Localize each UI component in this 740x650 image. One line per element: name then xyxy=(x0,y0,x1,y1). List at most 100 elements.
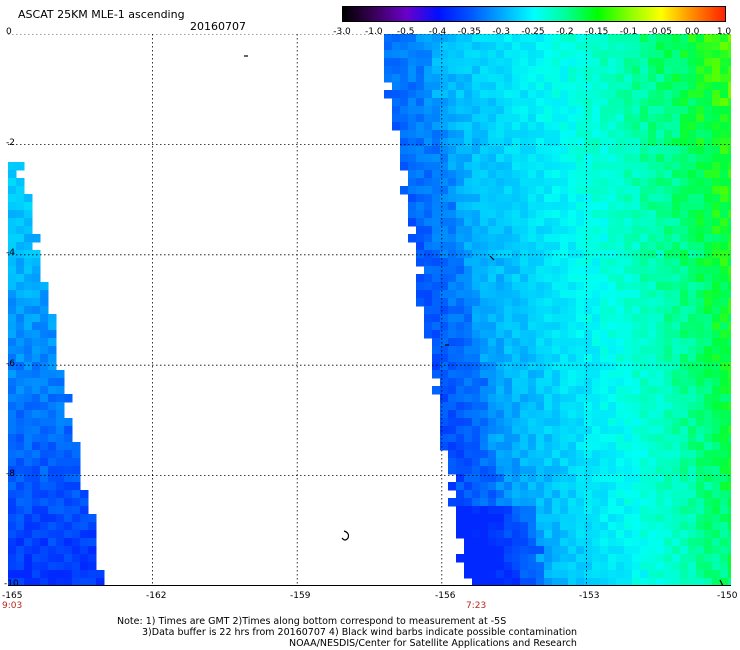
swath-cell xyxy=(504,250,513,259)
swath-cell xyxy=(448,50,457,59)
swath-cell xyxy=(8,274,17,283)
swath-cell xyxy=(496,562,505,571)
swath-cell xyxy=(624,394,633,403)
swath-cell xyxy=(688,474,697,483)
swath-cell xyxy=(656,322,665,331)
swath-cell xyxy=(16,258,25,267)
swath-cell xyxy=(528,290,537,299)
swath-cell xyxy=(528,58,537,67)
swath-cell xyxy=(640,138,649,147)
swath-cell xyxy=(696,82,705,91)
swath-cell xyxy=(664,322,673,331)
swath-cell xyxy=(664,250,673,259)
swath-cell xyxy=(32,570,41,579)
swath-cell xyxy=(616,306,625,315)
swath-cell xyxy=(456,210,465,219)
swath-cell xyxy=(712,562,721,571)
swath-cell xyxy=(640,106,649,115)
swath-cell xyxy=(624,314,633,323)
swath-cell xyxy=(576,106,585,115)
swath-cell xyxy=(552,306,561,315)
swath-cell xyxy=(680,170,689,179)
swath-cell xyxy=(480,162,489,171)
swath-cell xyxy=(680,562,689,571)
swath-cell xyxy=(440,386,449,395)
swath-cell xyxy=(648,266,657,275)
swath-cell xyxy=(720,122,729,131)
swath-cell xyxy=(704,378,713,387)
swath-cell xyxy=(728,106,731,115)
swath-cell xyxy=(416,186,425,195)
swath-cell xyxy=(480,402,489,411)
swath-cell xyxy=(576,394,585,403)
swath-cell xyxy=(488,370,497,379)
swath-cell xyxy=(600,378,609,387)
swath-cell xyxy=(568,250,577,259)
swath-cell xyxy=(664,290,673,299)
swath-cell xyxy=(416,298,425,307)
swath-cell xyxy=(472,530,481,539)
swath-cell xyxy=(496,98,505,107)
swath-cell xyxy=(552,442,561,451)
swath-cell xyxy=(704,322,713,331)
swath-cell xyxy=(720,306,729,315)
swath-cell xyxy=(472,578,481,586)
swath-cell xyxy=(448,242,457,251)
swath-cell xyxy=(576,138,585,147)
swath-cell xyxy=(728,98,731,107)
swath-cell xyxy=(712,434,721,443)
swath-cell xyxy=(584,330,593,339)
swath-cell xyxy=(720,194,729,203)
swath-cell xyxy=(400,42,409,51)
swath-cell xyxy=(424,298,433,307)
swath-cell xyxy=(624,34,633,43)
swath-cell xyxy=(576,546,585,555)
swath-cell xyxy=(680,530,689,539)
swath-cell xyxy=(608,354,617,363)
swath-cell xyxy=(48,402,57,411)
swath-cell xyxy=(584,258,593,267)
swath-cell xyxy=(72,538,81,547)
swath-cell xyxy=(624,154,633,163)
swath-cell xyxy=(400,82,409,91)
swath-cell xyxy=(8,354,17,363)
swath-cell xyxy=(680,466,689,475)
swath-cell xyxy=(456,298,465,307)
swath-cell xyxy=(608,226,617,235)
swath-cell xyxy=(728,490,731,499)
swath-cell xyxy=(392,58,401,67)
swath-cell xyxy=(504,498,513,507)
swath-cell xyxy=(624,162,633,171)
swath-cell xyxy=(704,426,713,435)
swath-cell xyxy=(448,74,457,83)
swath-cell xyxy=(544,58,553,67)
swath-cell xyxy=(40,546,49,555)
swath-cell xyxy=(704,298,713,307)
swath-cell xyxy=(712,186,721,195)
swath-cell xyxy=(424,314,433,323)
swath-cell xyxy=(48,522,57,531)
swath-cell xyxy=(648,74,657,83)
swath-cell xyxy=(464,186,473,195)
swath-cell xyxy=(544,562,553,571)
swath-cell xyxy=(600,482,609,491)
swath-cell xyxy=(512,482,521,491)
swath-cell xyxy=(424,322,433,331)
swath-cell xyxy=(472,402,481,411)
swath-cell xyxy=(728,74,731,83)
swath-cell xyxy=(704,122,713,131)
swath-cell xyxy=(592,362,601,371)
swath-cell xyxy=(448,330,457,339)
swath-cell xyxy=(512,418,521,427)
swath-cell xyxy=(608,130,617,139)
swath-cell xyxy=(16,394,25,403)
swath-cell xyxy=(664,522,673,531)
swath-cell xyxy=(632,130,641,139)
swath-cell xyxy=(504,122,513,131)
swath-cell xyxy=(528,370,537,379)
swath-cell xyxy=(32,426,41,435)
swath-cell xyxy=(16,346,25,355)
swath-cell xyxy=(384,58,393,67)
swath-cell xyxy=(472,34,481,43)
swath-cell xyxy=(728,498,731,507)
